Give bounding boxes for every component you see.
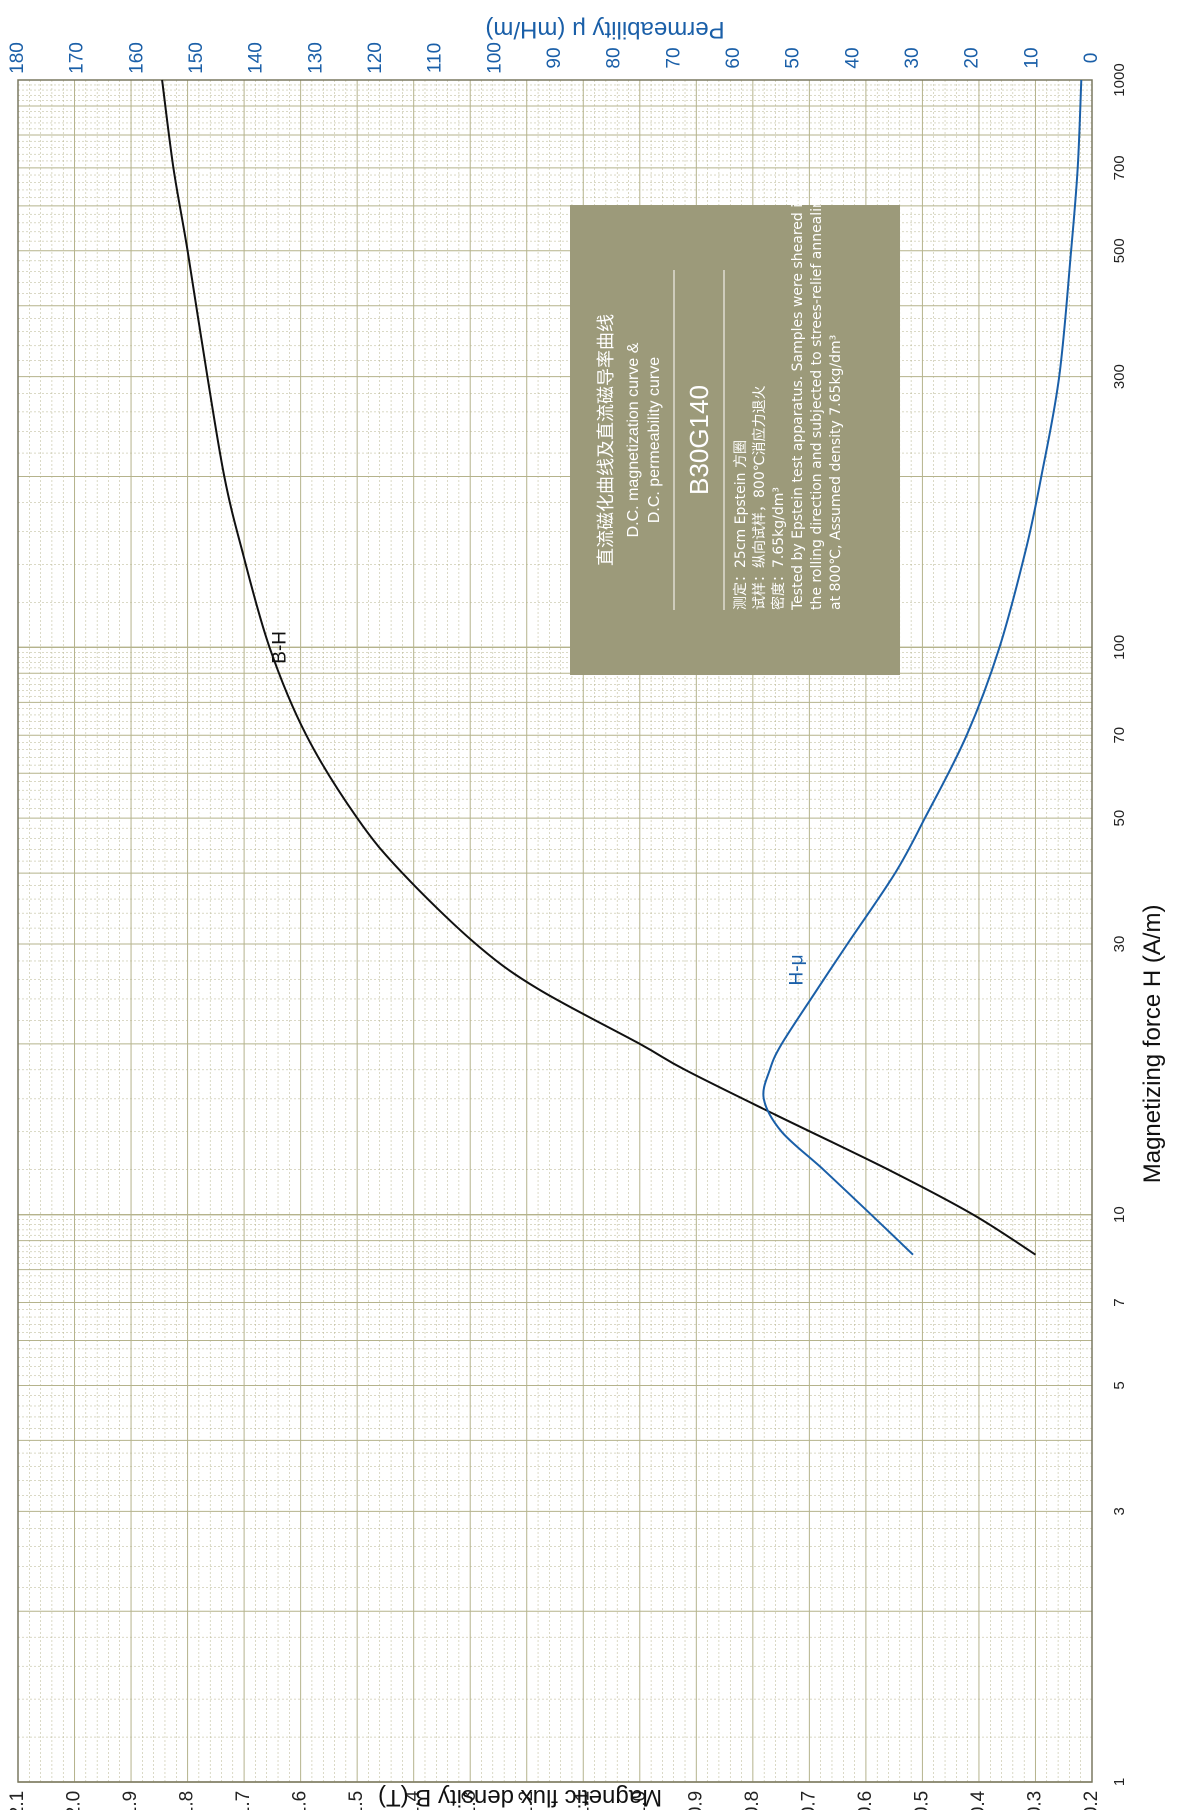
plot-frame [17, 79, 1093, 1783]
mu-axis-ticks: 0 10 20 30 40 50 60 70 80 90 100 110 120 130 140 150 160… [7, 42, 1102, 74]
mu-tick-label: 90 [544, 47, 565, 68]
b-h-curve [161, 79, 1037, 1256]
flux-density-axis-title: Magnetic flux density B (T) [378, 1784, 662, 1810]
mu-tick-label: 180 [7, 42, 28, 74]
b-tick-label: 0.9 [685, 1791, 706, 1810]
b-tick-label: 0.3 [1024, 1791, 1045, 1810]
h-tick-label: 70 [1111, 727, 1128, 744]
mu-tick-label: 50 [783, 47, 804, 68]
b-tick-label: 1.2 [516, 1791, 537, 1810]
h-tick-label: 500 [1111, 238, 1128, 263]
info-en-title-2: D.C. permeability curve [646, 357, 663, 523]
b-tick-label: 1.5 [346, 1791, 367, 1810]
h-tick-label: 1 [1111, 1778, 1128, 1786]
info-en-desc-1: Tested by Epstein test apparatus. Sample… [790, 195, 806, 611]
mu-tick-label: 170 [67, 42, 88, 74]
mu-tick-label: 10 [1021, 47, 1042, 68]
b-tick-label: 0.8 [742, 1791, 763, 1810]
mu-tick-label: 0 [1081, 53, 1102, 64]
info-panel: 直流磁化曲线及直流磁导率曲线 D.C. magnetization curve … [570, 190, 900, 675]
h-axis-ticks: 1 3 5 7 10 30 50 70 100 300 500 700 1000 [1111, 63, 1128, 1786]
mu-tick-label: 150 [186, 42, 207, 74]
b-tick-label: 2.1 [7, 1791, 28, 1810]
b-tick-label: 1.0 [629, 1791, 650, 1810]
info-en-title-1: D.C. magnetization curve & [625, 342, 642, 537]
b-tick-label: 0.2 [1081, 1791, 1102, 1810]
b-tick-label: 1.6 [290, 1791, 311, 1810]
h-tick-label: 30 [1111, 936, 1128, 953]
b-tick-label: 0.7 [798, 1791, 819, 1810]
b-tick-label: 0.6 [855, 1791, 876, 1810]
mu-tick-label: 140 [246, 42, 267, 74]
mu-tick-label: 100 [484, 42, 505, 74]
h-tick-label: 300 [1111, 364, 1128, 389]
b-tick-label: 1.7 [233, 1791, 254, 1810]
h-tick-label: 50 [1111, 810, 1128, 827]
h-tick-label: 1000 [1111, 63, 1128, 96]
mu-tick-label: 40 [842, 47, 863, 68]
b-tick-label: 0.4 [968, 1790, 989, 1810]
b-tick-label: 0.5 [911, 1791, 932, 1810]
permeability-axis-title: Permeability μ (mH/m) [485, 16, 724, 43]
b-h-label: B-H [270, 631, 291, 664]
mu-tick-label: 30 [902, 47, 923, 68]
h-tick-label: 5 [1111, 1381, 1128, 1389]
b-axis-ticks: 0.2 0.3 0.4 0.5 0.6 0.7 0.8 0.9 1.0 1.1 1.2 1.3 1.4 1… [7, 1790, 1102, 1810]
h-mu-label: H-μ [787, 954, 808, 985]
curves: B-H H-μ [161, 79, 1083, 1256]
b-tick-label: 1.8 [177, 1791, 198, 1810]
info-cn-line-3: 密度：7.65kg/dm³ [770, 487, 787, 610]
b-tick-label: 1.1 [572, 1791, 593, 1810]
magnetizing-force-axis-title: Magnetizing force H (A/m) [1139, 904, 1166, 1183]
grid [17, 79, 1093, 1783]
b-tick-label: 1.9 [120, 1791, 141, 1810]
info-cn-line-1: 测定：25cm Epstein 方圈 [733, 440, 749, 610]
h-tick-label: 3 [1111, 1507, 1128, 1515]
info-cn-title: 直流磁化曲线及直流磁导率曲线 [596, 314, 617, 566]
info-en-desc-2: the rolling direction and subjected to s… [809, 190, 825, 610]
h-tick-label: 100 [1111, 635, 1128, 660]
info-en-desc-3: at 800℃, Assumed density 7.65kg/dm³ [828, 335, 844, 610]
h-tick-label: 10 [1111, 1206, 1128, 1223]
mu-tick-label: 130 [305, 42, 326, 74]
h-mu-curve [762, 79, 1083, 1256]
info-panel-background [570, 205, 900, 675]
mu-tick-label: 160 [126, 42, 147, 74]
h-tick-label: 7 [1111, 1298, 1128, 1306]
info-model: B30G140 [684, 385, 714, 495]
mu-tick-label: 20 [962, 47, 983, 68]
mu-tick-label: 80 [604, 47, 625, 68]
mu-tick-label: 60 [723, 47, 744, 68]
mu-tick-label: 70 [663, 47, 684, 68]
info-cn-line-2: 试样：纵向试样，800℃消应力退火 [751, 386, 768, 610]
b-tick-label: 1.4 [403, 1790, 424, 1810]
h-tick-label: 700 [1111, 155, 1128, 180]
mu-tick-label: 110 [425, 43, 446, 73]
b-tick-label: 2.0 [64, 1791, 85, 1810]
mu-tick-label: 120 [365, 42, 386, 74]
b-tick-label: 1.3 [459, 1791, 480, 1810]
info-panel-text: 直流磁化曲线及直流磁导率曲线 D.C. magnetization curve … [596, 190, 844, 611]
